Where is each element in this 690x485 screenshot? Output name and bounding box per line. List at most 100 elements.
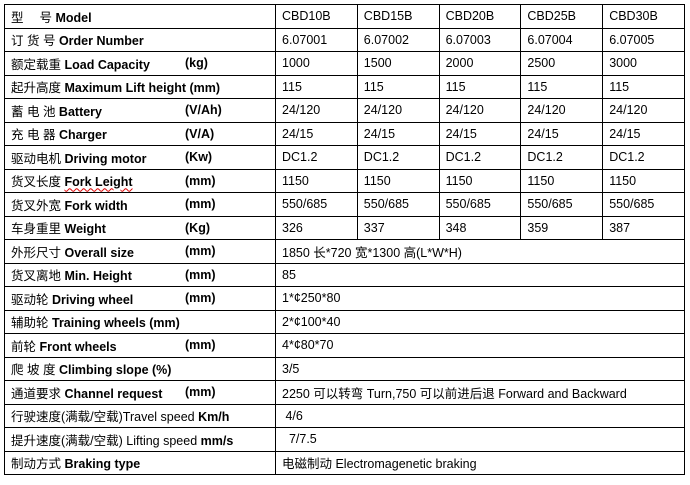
value-cell: 24/15 xyxy=(356,121,440,146)
table-row: 辅助轮 Training wheels (mm) 2*¢100*40 xyxy=(4,309,685,334)
value-cell: 115 xyxy=(520,74,604,99)
value-cell: 24/120 xyxy=(602,98,685,123)
value-cell: CBD25B xyxy=(520,4,604,29)
table-row: 额定载重 Load Capacity (kg) 1000 1500 2000 2500 30… xyxy=(4,51,685,76)
value-cell: 550/685 xyxy=(356,192,440,217)
label-en: Overall size xyxy=(64,245,135,260)
value-cell-span: 电磁制动 Electromagenetic braking xyxy=(275,450,685,475)
value-cell: 24/120 xyxy=(438,98,522,123)
value-cell: 550/685 xyxy=(275,192,358,217)
value-cell: DC1.2 xyxy=(602,145,685,170)
value-cell-span: 3/5 xyxy=(275,356,685,381)
label-unit: (V/A) xyxy=(185,126,215,141)
label-en: Braking type xyxy=(64,457,141,472)
table-row: 车身重里 Weight (Kg) 326 337 348 359 387 xyxy=(4,215,685,240)
label-cn: 外形尺寸 xyxy=(11,245,62,260)
label-en: Front wheels xyxy=(39,339,117,354)
value-cell: 115 xyxy=(438,74,522,99)
value-cell: CBD20B xyxy=(438,4,522,29)
label-en: Order Number xyxy=(58,34,144,49)
table-row: 蓄 电 池 Battery (V/Ah) 24/120 24/120 24/120 24/… xyxy=(4,98,685,123)
value-cell: 24/120 xyxy=(275,98,358,123)
value-cell: DC1.2 xyxy=(438,145,522,170)
value-cell: 337 xyxy=(356,215,440,240)
value-cell: 1150 xyxy=(356,168,440,193)
label-en: Training wheels (mm) xyxy=(52,316,180,331)
value-cell: CBD10B xyxy=(275,4,358,29)
row-label: 车身重里 Weight (Kg) xyxy=(4,215,276,240)
label-en: Fork Leight xyxy=(64,175,133,190)
label-cn: 制动方式 xyxy=(11,457,62,472)
label-cn: 货叉长度 xyxy=(11,175,62,190)
value-cell: 348 xyxy=(438,215,522,240)
label-en: Fork width xyxy=(64,198,128,213)
label-cn: 行驶速度(满载/空载)Travel speed xyxy=(11,410,195,425)
value-cell: 3000 xyxy=(602,51,685,76)
row-label: 爬 坡 度 Climbing slope (%) xyxy=(4,356,276,381)
value-cell-span: 4*¢80*70 xyxy=(275,333,685,358)
value-cell: 1150 xyxy=(438,168,522,193)
label-en: Channel request xyxy=(64,386,163,401)
value-cell: CBD15B xyxy=(356,4,440,29)
value-cell: 24/120 xyxy=(356,98,440,123)
value-cell-span: 85 xyxy=(275,262,685,287)
table-row: 驱动轮 Driving wheel (mm) 1*¢250*80 xyxy=(4,286,685,311)
value-cell: 2500 xyxy=(520,51,604,76)
row-label: 型 号 Model xyxy=(4,4,276,29)
value-cell: 6.07003 xyxy=(438,27,522,52)
label-unit: (mm) xyxy=(185,267,216,282)
value-cell: 6.07004 xyxy=(520,27,604,52)
label-cn: 驱动电机 xyxy=(11,151,62,166)
label-en: Maximum Lift height (mm) xyxy=(64,81,221,96)
value-cell: CBD30B xyxy=(602,4,685,29)
value-cell: 24/15 xyxy=(275,121,358,146)
label-unit: (mm) xyxy=(185,385,216,399)
value-cell: DC1.2 xyxy=(356,145,440,170)
label-unit: (mm) xyxy=(185,291,216,305)
value-cell-span: 7/7.5 xyxy=(275,427,685,452)
label-en: Weight xyxy=(64,222,106,237)
label-cn: 额定载重 xyxy=(11,57,65,72)
row-label: 蓄 电 池 Battery (V/Ah) xyxy=(4,98,276,123)
label-en: Load Capacity xyxy=(64,57,150,72)
table-row: 提升速度(满载/空载) Lifting speed mm/s 7/7.5 xyxy=(4,427,685,452)
label-cn: 起升高度 xyxy=(11,81,62,96)
label-cn: 型 号 xyxy=(11,10,52,25)
label-unit: (mm) xyxy=(185,173,216,188)
row-label: 驱动电机 Driving motor (Kw) xyxy=(4,145,276,170)
table-row: 制动方式 Braking type 电磁制动 Electromagenetic b… xyxy=(4,450,685,475)
table-row: 订 货 号 Order Number 6.07001 6.07002 6.07003 6… xyxy=(4,27,685,52)
label-unit: (mm) xyxy=(185,197,216,211)
label-en: Model xyxy=(55,10,92,25)
table-row: 型 号 Model CBD10B CBD15B CBD20B CBD25B CBD30B xyxy=(4,4,685,29)
label-en: Driving motor xyxy=(64,151,147,166)
row-label: 货叉长度 Fork Leight (mm) xyxy=(4,168,276,193)
table-row: 行驶速度(满载/空载)Travel speed Km/h 4/6 xyxy=(4,403,685,428)
value-cell: 115 xyxy=(356,74,440,99)
value-cell: 359 xyxy=(520,215,604,240)
table-row: 前轮 Front wheels (mm) 4*¢80*70 xyxy=(4,333,685,358)
row-label: 额定载重 Load Capacity (kg) xyxy=(4,51,276,76)
row-label: 通道要求 Channel request (mm) xyxy=(4,380,276,405)
value-cell: 387 xyxy=(602,215,685,240)
value-cell: 1150 xyxy=(602,168,685,193)
table-row: 驱动电机 Driving motor (Kw) DC1.2 DC1.2 DC1.2 DC1… xyxy=(4,145,685,170)
row-label: 制动方式 Braking type xyxy=(4,450,276,475)
value-cell: 1000 xyxy=(275,51,358,76)
label-en: Battery xyxy=(58,104,102,119)
value-cell: 24/15 xyxy=(520,121,604,146)
value-cell: 6.07005 xyxy=(602,27,685,52)
value-cell: 1500 xyxy=(356,51,440,76)
table-row: 货叉外宽 Fork width (mm) 550/685 550/685 550/685… xyxy=(4,192,685,217)
row-label: 起升高度 Maximum Lift height (mm) xyxy=(4,74,276,99)
label-unit: (Kw) xyxy=(185,150,213,164)
label-en: Driving wheel xyxy=(51,292,134,307)
value-cell-span: 1850 长*720 宽*1300 高(L*W*H) xyxy=(275,239,685,264)
label-cn: 前轮 xyxy=(11,339,37,354)
label-unit: (mm) xyxy=(185,338,216,352)
label-cn: 充 电 器 xyxy=(11,128,56,143)
value-cell: 24/120 xyxy=(520,98,604,123)
value-cell-span: 4/6 xyxy=(275,403,685,428)
table-row: 通道要求 Channel request (mm) 2250 可以转弯 Turn,7… xyxy=(4,380,685,405)
table-row: 货叉离地 Min. Height (mm) 85 xyxy=(4,262,685,287)
